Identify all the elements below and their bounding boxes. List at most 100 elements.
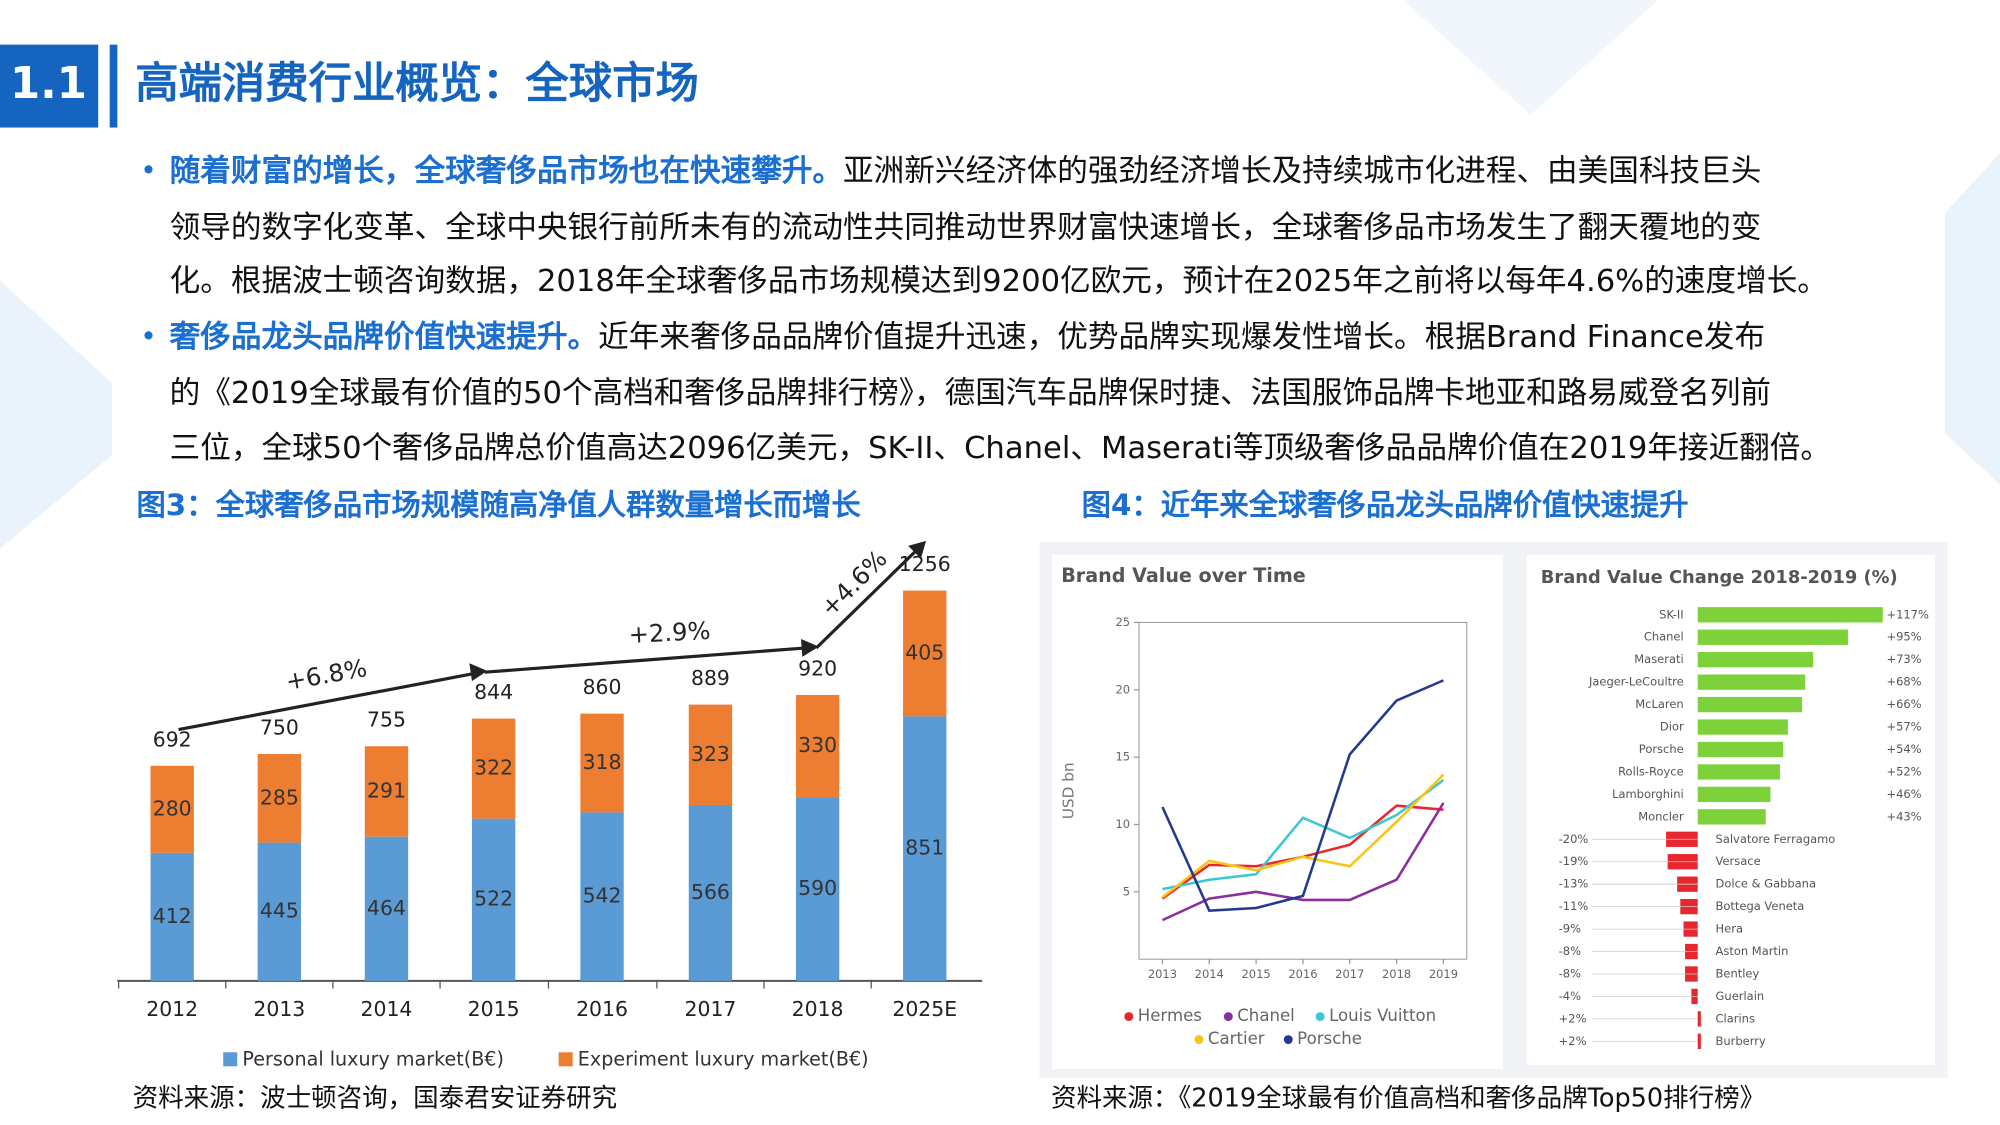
segment-label: 318 — [583, 750, 622, 774]
x-tick-label: 2018 — [1382, 967, 1411, 981]
category-label: McLaren — [1635, 697, 1683, 711]
value-label: +2% — [1559, 1034, 1587, 1048]
bar — [1697, 1011, 1701, 1027]
x-tick-label: 2018 — [792, 997, 844, 1021]
total-label: 889 — [691, 666, 730, 690]
bullet-text: 三位，全球50个奢侈品牌总价值高达2096亿美元，SK-II、Chanel、Ma… — [170, 430, 1831, 465]
x-tick-label: 2019 — [1429, 967, 1458, 981]
segment-label: 590 — [798, 876, 837, 900]
total-label: 692 — [153, 727, 192, 751]
bar-segment — [795, 797, 840, 981]
bar — [1697, 607, 1883, 623]
value-label: -4% — [1559, 989, 1581, 1003]
chart-title: Brand Value Change 2018-2019 (%) — [1541, 567, 1898, 588]
value-label: -11% — [1559, 899, 1589, 913]
segment-label: 405 — [905, 640, 944, 664]
bullet-text: 近年来奢侈品品牌价值提升迅速，优势品牌实现爆发性增长。根据Brand Finan… — [598, 320, 1765, 355]
line — [1161, 773, 1445, 899]
segment-label: 323 — [691, 742, 730, 766]
decor — [1403, 0, 1659, 115]
line — [1162, 779, 1445, 891]
total-label: 1256 — [899, 552, 951, 576]
segment-label: 851 — [905, 836, 944, 860]
arrow-heads — [469, 540, 927, 682]
x-tick-label: 2015 — [1242, 967, 1271, 981]
value-label: -8% — [1559, 966, 1581, 980]
bar — [1697, 719, 1788, 735]
bar — [1697, 629, 1848, 645]
y-axis-label: USD bn — [1059, 762, 1077, 819]
bar-segment — [688, 804, 733, 981]
segment-label: 542 — [583, 884, 622, 908]
growth-label: +2.9% — [628, 617, 711, 649]
x-tick-label: 2017 — [685, 997, 737, 1021]
category-label: Maserati — [1634, 652, 1683, 666]
bar — [1697, 741, 1784, 758]
line — [1161, 802, 1445, 922]
category-label: Moncler — [1638, 809, 1684, 823]
y-tick-label: 15 — [1116, 750, 1131, 764]
bar — [1697, 809, 1766, 825]
category-label: Clarins — [1716, 1011, 1755, 1025]
x-tick-label: 2017 — [1335, 967, 1364, 981]
total-label: 750 — [260, 716, 299, 740]
category-label: Dolce & Gabbana — [1716, 877, 1816, 891]
x-tick-label: 2015 — [468, 997, 520, 1021]
x-tick-label: 2013 — [253, 997, 305, 1021]
segment-label: 285 — [260, 785, 299, 809]
bullet-text: 领导的数字化变革、全球中央银行前所未有的流动性共同推动世界财富快速增长，全球奢侈… — [170, 210, 1762, 245]
y-tick-label: 10 — [1116, 817, 1131, 831]
slide-title: 高端消费行业概览：全球市场 — [135, 59, 699, 109]
bullet-lead: 奢侈品龙头品牌价值快速提升。 — [169, 320, 599, 355]
value-label: +43% — [1886, 809, 1921, 823]
legend-marker — [1223, 1012, 1233, 1022]
y-tick-label: 25 — [1116, 615, 1131, 629]
category-label: Burberry — [1716, 1034, 1766, 1048]
growth-arrows — [178, 549, 917, 732]
category-label: Versace — [1716, 854, 1761, 868]
value-label: -9% — [1559, 922, 1581, 936]
segment-label: 445 — [260, 899, 299, 923]
legend-label: Cartier — [1208, 1029, 1265, 1048]
bar-segment — [257, 754, 302, 843]
bullet-dot: • — [140, 320, 157, 353]
value-label: -13% — [1559, 877, 1589, 891]
text-panel — [112, 133, 1946, 483]
title-bar — [109, 44, 118, 128]
bar-segment — [150, 852, 194, 981]
bar-segment — [903, 590, 947, 717]
legend-marker — [1194, 1035, 1204, 1045]
value-label: +2% — [1559, 1011, 1587, 1025]
total-label: 844 — [474, 680, 513, 704]
bar-segment — [364, 836, 409, 981]
value-label: +52% — [1886, 764, 1921, 778]
bar — [1697, 696, 1803, 713]
line — [1161, 679, 1444, 913]
bar-segment — [257, 842, 302, 981]
x-tick-label: 2016 — [576, 997, 628, 1021]
category-label: SK-II — [1659, 607, 1684, 621]
bar-segment — [580, 713, 624, 813]
category-label: Aston Martin — [1716, 944, 1789, 958]
category-label: Bottega Veneta — [1716, 899, 1805, 913]
bar-segment — [903, 716, 947, 981]
bullet-line: 领导的数字化变革、全球中央银行前所未有的流动性共同推动世界财富快速增长，全球奢侈… — [170, 210, 1762, 245]
bullet-dot: • — [140, 154, 157, 187]
source: 资料来源：《2019全球最有价值高档和奢侈品牌Top50排行榜》 — [1051, 1083, 1765, 1113]
bar-segment — [471, 818, 516, 981]
x-tick-label: 2012 — [146, 997, 198, 1021]
bullet-line: 三位，全球50个奢侈品牌总价值高达2096亿美元，SK-II、Chanel、Ma… — [170, 430, 1831, 465]
figure-caption: 图4：近年来全球奢侈品龙头品牌价值快速提升 — [1082, 488, 1689, 522]
category-label: Hera — [1716, 922, 1743, 936]
category-label: Bentley — [1716, 966, 1760, 980]
value-label: -19% — [1559, 854, 1589, 868]
legend-swatch — [558, 1052, 573, 1067]
category-label: Guerlain — [1716, 989, 1765, 1003]
value-label: +68% — [1886, 675, 1921, 689]
source: 资料来源：波士顿咨询，国泰君安证券研究 — [133, 1083, 618, 1113]
bullet-line: 随着财富的增长，全球奢侈品市场也在快速攀升。亚洲新兴经济体的强劲经济增长及持续城… — [170, 153, 1762, 189]
bullet-text: 的《2019全球最有价值的50个高档和奢侈品牌排行榜》，德国汽车品牌保时捷、法国… — [170, 376, 1771, 411]
value-label: +73% — [1886, 652, 1921, 666]
segment-label: 464 — [367, 896, 406, 920]
